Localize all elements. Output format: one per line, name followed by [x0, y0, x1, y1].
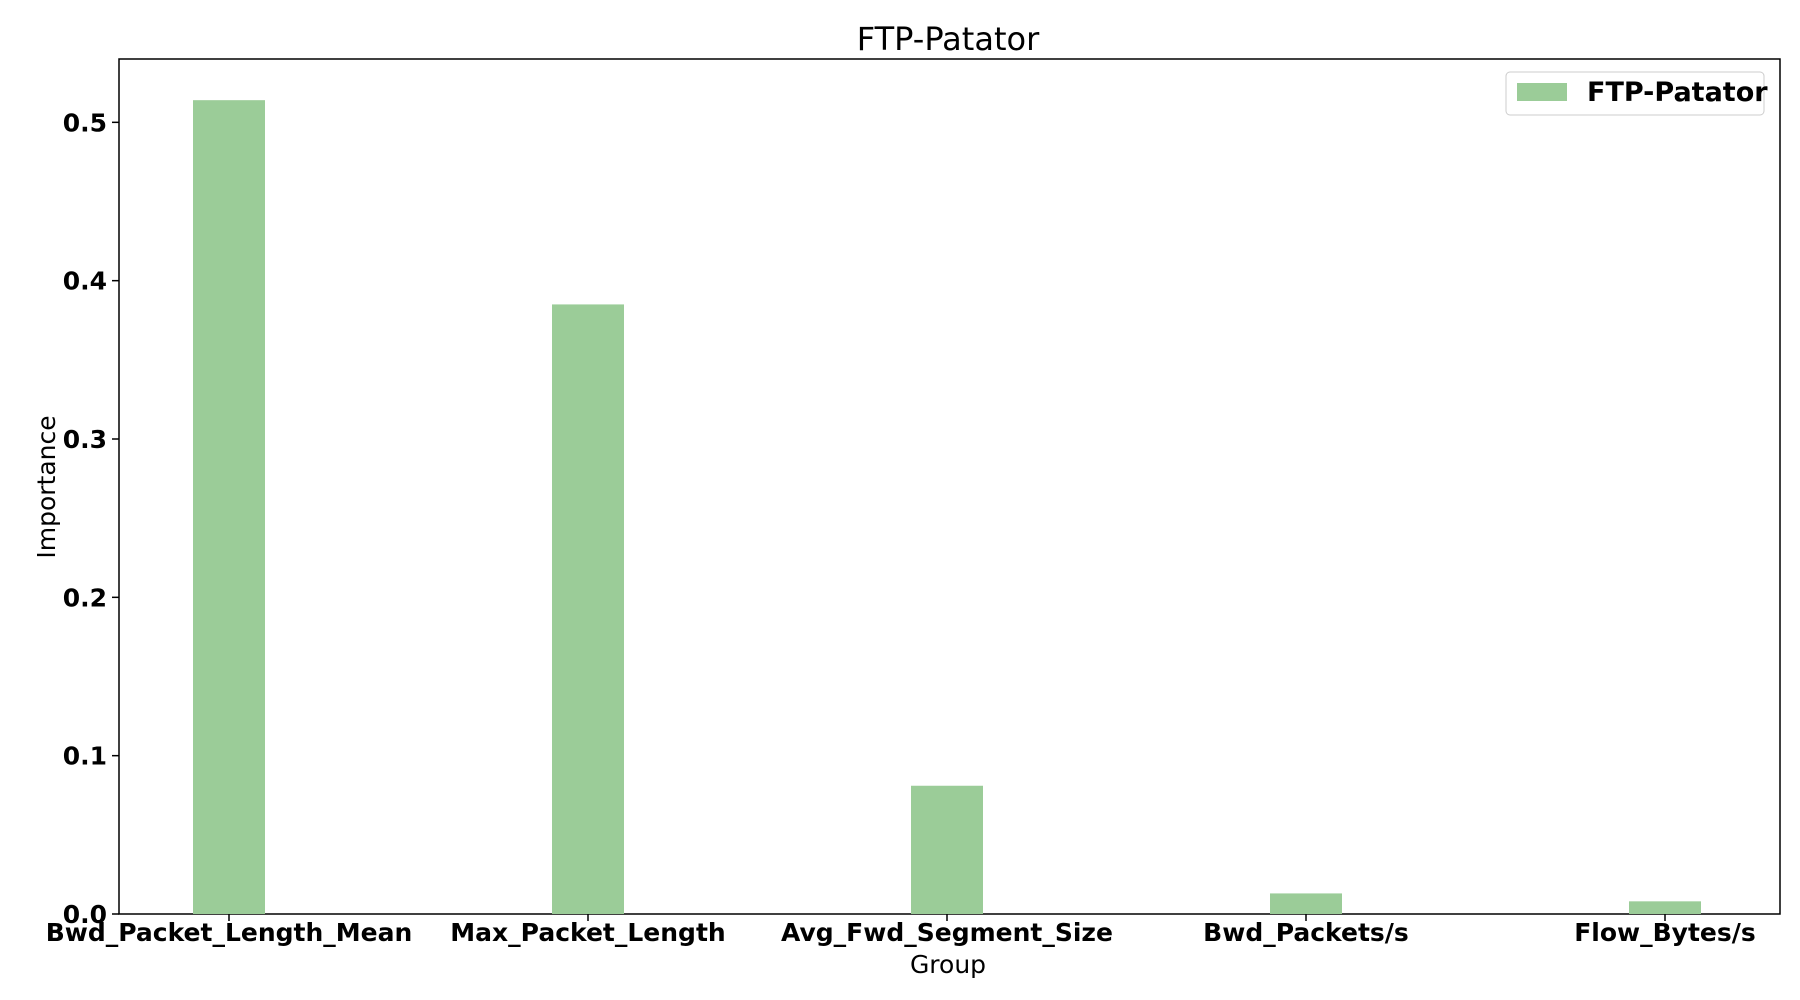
legend-label: FTP-Patator	[1587, 77, 1768, 108]
chart-title: FTP-Patator	[857, 20, 1040, 58]
y-tick-label: 0.5	[63, 108, 107, 137]
bars-group	[193, 100, 1701, 915]
x-tick-label: Flow_Bytes/s	[1574, 918, 1756, 947]
y-tick-label: 0.4	[63, 267, 107, 296]
bar-5	[1629, 901, 1701, 914]
x-tick-label: Bwd_Packet_Length_Mean	[46, 918, 413, 947]
y-tick-label: 0.3	[63, 425, 107, 454]
x-axis-label: Group	[910, 950, 986, 979]
y-tick-label: 0.1	[63, 742, 107, 771]
y-tick-label: 0.2	[63, 583, 107, 612]
legend: FTP-Patator	[1505, 71, 1768, 116]
legend-swatch	[1517, 83, 1567, 101]
x-tick-label: Max_Packet_Length	[450, 918, 725, 947]
x-tick-label: Bwd_Packets/s	[1203, 918, 1409, 947]
bar-1	[193, 100, 265, 914]
x-axis: Bwd_Packet_Length_Mean Max_Packet_Length A…	[46, 914, 1756, 947]
y-axis: 0.0 0.1 0.2 0.3 0.4 0.5	[63, 108, 119, 929]
y-axis-label: Importance	[32, 415, 61, 558]
y-tick-label: 0.0	[63, 900, 107, 929]
bar-3	[911, 785, 983, 914]
x-tick-label: Avg_Fwd_Segment_Size	[781, 918, 1113, 947]
bar-4	[1270, 893, 1342, 914]
bar-2	[552, 304, 624, 915]
